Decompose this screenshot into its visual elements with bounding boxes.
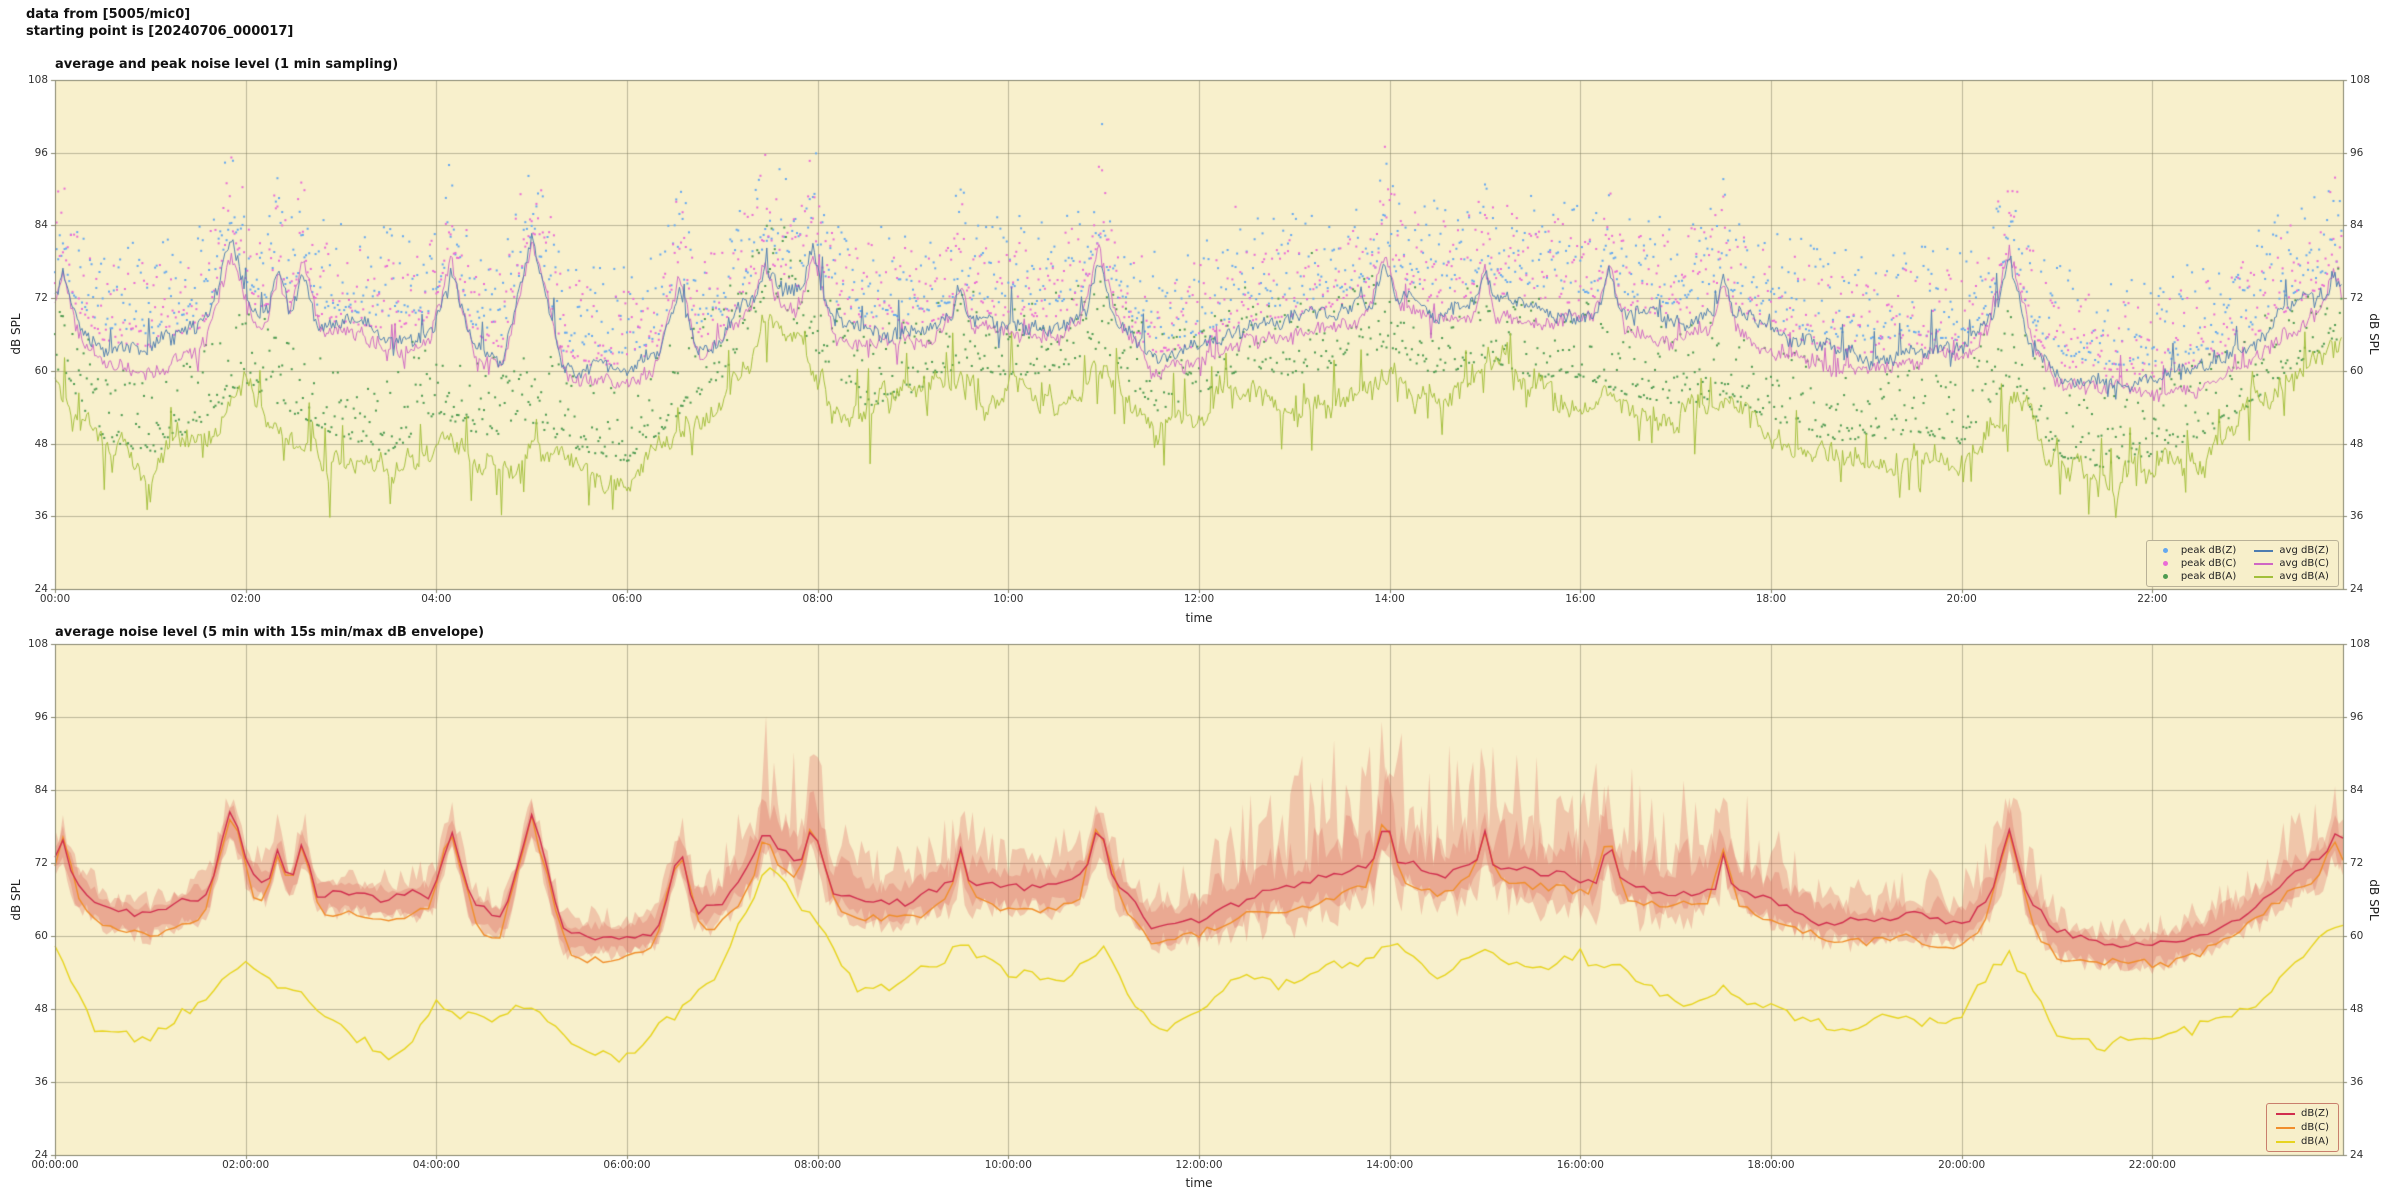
y-tick-label: 24 (34, 1149, 48, 1161)
legend-entry: dB(Z) (2276, 1108, 2329, 1119)
x-tick-label: 22:00:00 (2128, 1159, 2176, 1171)
x-tick-label: 20:00:00 (1938, 1159, 1986, 1171)
legend-label: avg dB(A) (2279, 571, 2329, 582)
line-marker-icon (2276, 1140, 2295, 1143)
header: data from [5005/mic0] starting point is … (26, 6, 293, 40)
y-tick-label: 60 (2350, 364, 2364, 377)
y-tick-label: 96 (2350, 146, 2364, 159)
y-axis-label-left-top-chart: dB SPL (9, 313, 23, 355)
x-tick-label: 00:00:00 (31, 1159, 79, 1171)
y-tick-label: 36 (34, 1076, 48, 1088)
legend-label: dB(Z) (2301, 1108, 2329, 1119)
y-tick-label: 96 (34, 146, 48, 159)
x-tick-label: 22:00 (2137, 593, 2168, 605)
x-axis-label-bottom-chart: time (1185, 1176, 1213, 1190)
y-tick-label: 108 (2350, 74, 2371, 86)
legend-entry: avg dB(Z) (2254, 545, 2329, 556)
line-marker-icon (2276, 1112, 2295, 1115)
y-tick-label: 108 (27, 74, 48, 86)
x-tick-label: 04:00 (421, 593, 452, 605)
x-axis-label-top-chart: time (1185, 611, 1213, 625)
x-tick-label: 02:00 (230, 593, 261, 605)
scatter-marker-icon (2162, 548, 2168, 553)
legend-label: peak dB(Z) (2180, 545, 2237, 556)
line-marker-icon (2254, 562, 2274, 565)
y-tick-label: 48 (2350, 437, 2364, 450)
x-tick-label: 00:00 (39, 593, 71, 605)
legend-bottom-chart: dB(Z) dB(C) dB(A) (2266, 1103, 2339, 1152)
legend-label: peak dB(A) (2180, 571, 2237, 582)
y-tick-label: 96 (2350, 711, 2364, 723)
x-tick-label: 06:00:00 (603, 1159, 651, 1171)
y-tick-label: 36 (34, 510, 48, 523)
x-tick-label: 08:00:00 (794, 1159, 842, 1171)
y-tick-label: 60 (34, 364, 48, 377)
legend-label: dB(A) (2301, 1136, 2329, 1147)
y-tick-label: 72 (2350, 292, 2364, 305)
legend-entry: avg dB(A) (2254, 571, 2329, 582)
y-tick-label: 84 (2350, 219, 2364, 232)
legend-entry: peak dB(C) (2156, 558, 2237, 569)
legend-label: dB(C) (2301, 1122, 2329, 1133)
legend-label: peak dB(C) (2180, 558, 2237, 569)
legend-entry: avg dB(C) (2254, 558, 2329, 569)
legend-top-chart: peak dB(Z) peak dB(C) peak dB(A) avg dB(Z) a… (2145, 540, 2339, 587)
y-tick-label: 108 (2350, 638, 2371, 650)
legend-entry: dB(C) (2276, 1122, 2329, 1133)
y-tick-label: 60 (34, 930, 48, 942)
y-tick-label: 72 (34, 857, 48, 869)
x-tick-label: 10:00:00 (984, 1159, 1032, 1171)
chart-top-title: average and peak noise level (1 min samp… (55, 57, 399, 72)
y-tick-label: 84 (34, 784, 48, 796)
line-marker-icon (2276, 1126, 2295, 1129)
y-tick-label: 48 (2350, 1003, 2364, 1015)
x-tick-label: 14:00:00 (1366, 1159, 1414, 1171)
legend-entry: dB(A) (2276, 1136, 2329, 1147)
x-tick-label: 14:00 (1374, 593, 1405, 605)
line-marker-icon (2254, 575, 2274, 578)
y-tick-label: 72 (34, 292, 48, 305)
x-tick-label: 10:00 (993, 593, 1024, 605)
legend-entry: peak dB(A) (2156, 571, 2237, 582)
x-tick-label: 08:00 (802, 593, 833, 605)
y-tick-label: 96 (34, 711, 48, 723)
header-line-source: data from [5005/mic0] (26, 7, 191, 22)
legend-label: avg dB(C) (2279, 558, 2329, 569)
x-tick-label: 18:00 (1755, 593, 1787, 605)
line-marker-icon (2254, 549, 2274, 552)
x-tick-label: 16:00 (1565, 593, 1596, 605)
x-tick-label: 02:00:00 (222, 1159, 270, 1171)
x-tick-label: 06:00 (611, 593, 643, 605)
legend-label: avg dB(Z) (2279, 545, 2329, 556)
x-tick-label: 12:00:00 (1175, 1159, 1223, 1171)
y-tick-label: 108 (27, 638, 48, 650)
y-axis-label-left-bottom-chart: dB SPL (9, 879, 23, 921)
legend-entry: peak dB(Z) (2156, 545, 2237, 556)
y-tick-label: 24 (2350, 583, 2364, 595)
header-line-start: starting point is [20240706_000017] (26, 24, 294, 39)
y-tick-label: 60 (2350, 930, 2364, 942)
scatter-marker-icon (2162, 574, 2168, 579)
y-tick-label: 36 (2350, 1076, 2364, 1088)
y-tick-label: 24 (2350, 1149, 2364, 1161)
y-tick-label: 84 (34, 219, 48, 232)
y-tick-label: 84 (2350, 784, 2364, 796)
scatter-marker-icon (2162, 561, 2168, 566)
y-tick-label: 24 (34, 583, 48, 595)
y-tick-label: 72 (2350, 857, 2364, 869)
y-axis-label-right-top-chart: dB SPL (2367, 313, 2381, 355)
y-axis-label-right-bottom-chart: dB SPL (2367, 879, 2381, 921)
x-tick-label: 16:00:00 (1556, 1159, 1604, 1171)
x-tick-label: 04:00:00 (412, 1159, 460, 1171)
x-tick-label: 20:00 (1946, 593, 1977, 605)
chart-bottom-title: average noise level (5 min with 15s min/… (55, 625, 485, 640)
y-tick-label: 36 (2350, 510, 2364, 523)
x-tick-label: 18:00:00 (1747, 1159, 1795, 1171)
x-tick-label: 12:00 (1183, 593, 1215, 605)
y-tick-label: 48 (34, 1003, 48, 1015)
y-tick-label: 48 (34, 437, 48, 450)
